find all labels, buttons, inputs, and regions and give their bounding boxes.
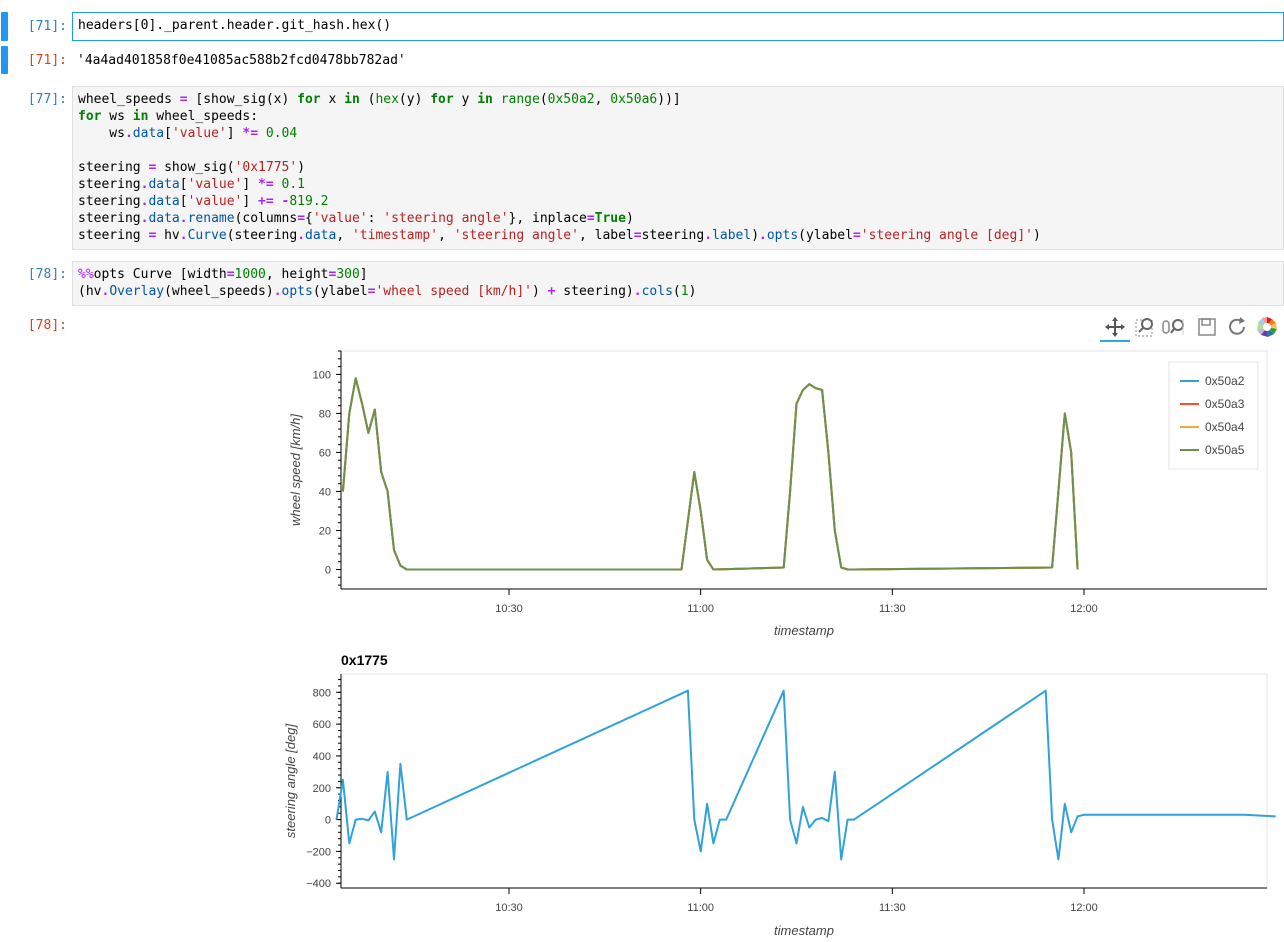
steering-ytick-label: 800 <box>313 687 331 699</box>
steering-xtick-label: 11:30 <box>879 902 906 914</box>
code-editor[interactable]: %%opts Curve [width=1000, height=300] (h… <box>72 261 1284 306</box>
wheel-speed-ytick-label: 100 <box>313 369 331 381</box>
code-cell-77[interactable]: [77]: wheel_speeds = [show_sig(x) for x … <box>0 86 1284 250</box>
box-zoom-tool-button[interactable] <box>1130 314 1160 340</box>
output-selection-bar[interactable] <box>1 46 8 74</box>
legend-label[interactable]: 0x50a4 <box>1205 420 1245 434</box>
bokeh-toolbar <box>1096 312 1284 342</box>
wheel-speed-xtick-label: 10:30 <box>495 603 523 615</box>
steering-xtick-label: 11:00 <box>687 902 714 914</box>
wheel-speed-xtick-label: 11:00 <box>687 603 714 615</box>
pan-icon <box>1105 317 1125 337</box>
code-text[interactable]: %%opts Curve [width=1000, height=300] (h… <box>78 267 697 299</box>
steering-ytick-label: −400 <box>306 878 331 890</box>
code-cell-71-output: [71]: '4a4ad401858f0e41085ac588b2fcd0478… <box>0 46 1284 74</box>
code-text[interactable]: headers[0]._parent.header.git_hash.hex() <box>78 18 392 33</box>
pan-tool-button[interactable] <box>1100 314 1130 342</box>
wheel-zoom-icon <box>1162 319 1184 335</box>
steering-ytick-label: 600 <box>313 719 331 731</box>
steering-plot-frame[interactable] <box>340 673 1268 889</box>
bokeh-logo <box>1257 317 1277 337</box>
code-cell-71-input[interactable]: [71]: headers[0]._parent.header.git_hash… <box>0 12 1284 41</box>
steering-ytick-label: 0 <box>325 815 331 827</box>
wheel-speed-xtick-label: 12:00 <box>1070 603 1098 615</box>
steering-ytick-label: 400 <box>313 751 331 763</box>
code-cell-78[interactable]: [78]: %%opts Curve [width=1000, height=3… <box>0 261 1284 306</box>
wheel-speed-ytick-label: 0 <box>325 564 331 576</box>
wheel-speed-plot-frame[interactable] <box>340 350 1268 590</box>
steering-ytick-label: −200 <box>306 846 331 858</box>
steering-plot-title: 0x1775 <box>341 652 388 668</box>
steering-xtick-label: 10:30 <box>495 902 523 914</box>
box-zoom-icon <box>1135 318 1153 337</box>
output-prompt: [78]: <box>27 318 67 333</box>
legend: 0x50a2 0x50a3 0x50a4 0x50a5 <box>1168 361 1259 470</box>
steering-ytick-label: 200 <box>313 783 331 795</box>
wheel-speed-ytick-label: 20 <box>319 525 331 537</box>
legend-label[interactable]: 0x50a3 <box>1205 397 1245 411</box>
input-prompt: [78]: <box>27 267 67 282</box>
output-text: '4a4ad401858f0e41085ac588b2fcd0478bb782a… <box>77 53 406 68</box>
wheel-speed-ylabel: wheel speed [km/h] <box>288 414 303 526</box>
wheel-speed-xlabel: timestamp <box>774 623 834 638</box>
save-icon <box>1198 318 1216 336</box>
code-editor[interactable]: wheel_speeds = [show_sig(x) for x in (he… <box>72 86 1284 250</box>
wheel-speed-ytick-label: 60 <box>319 447 331 459</box>
save-tool-button[interactable] <box>1192 314 1222 340</box>
output-prompt: [71]: <box>27 53 67 68</box>
input-prompt: [71]: <box>27 19 67 34</box>
input-prompt: [77]: <box>27 92 67 107</box>
wheel-speed-ytick-label: 40 <box>319 486 331 498</box>
legend-label[interactable]: 0x50a5 <box>1205 443 1245 457</box>
reset-icon <box>1229 317 1245 335</box>
steering-xtick-label: 12:00 <box>1070 902 1098 914</box>
bokeh-logo-link[interactable] <box>1252 314 1282 340</box>
wheel-speed-ytick-label: 80 <box>319 408 331 420</box>
wheel-zoom-tool-button[interactable] <box>1160 314 1190 340</box>
legend-label[interactable]: 0x50a2 <box>1205 374 1245 388</box>
code-editor[interactable]: headers[0]._parent.header.git_hash.hex() <box>72 12 1284 41</box>
wheel-speed-xtick-label: 11:30 <box>879 603 906 615</box>
code-text[interactable]: wheel_speeds = [show_sig(x) for x in (he… <box>78 92 1041 243</box>
steering-series-line-0x1775[interactable] <box>335 689 1276 861</box>
wheel-speed-series-line-0x50a5[interactable] <box>341 377 1079 571</box>
cell-selection-bar[interactable] <box>1 12 8 41</box>
steering-ylabel: steering angle [deg] <box>283 724 298 839</box>
reset-tool-button[interactable] <box>1222 314 1252 340</box>
steering-xlabel: timestamp <box>774 923 834 938</box>
